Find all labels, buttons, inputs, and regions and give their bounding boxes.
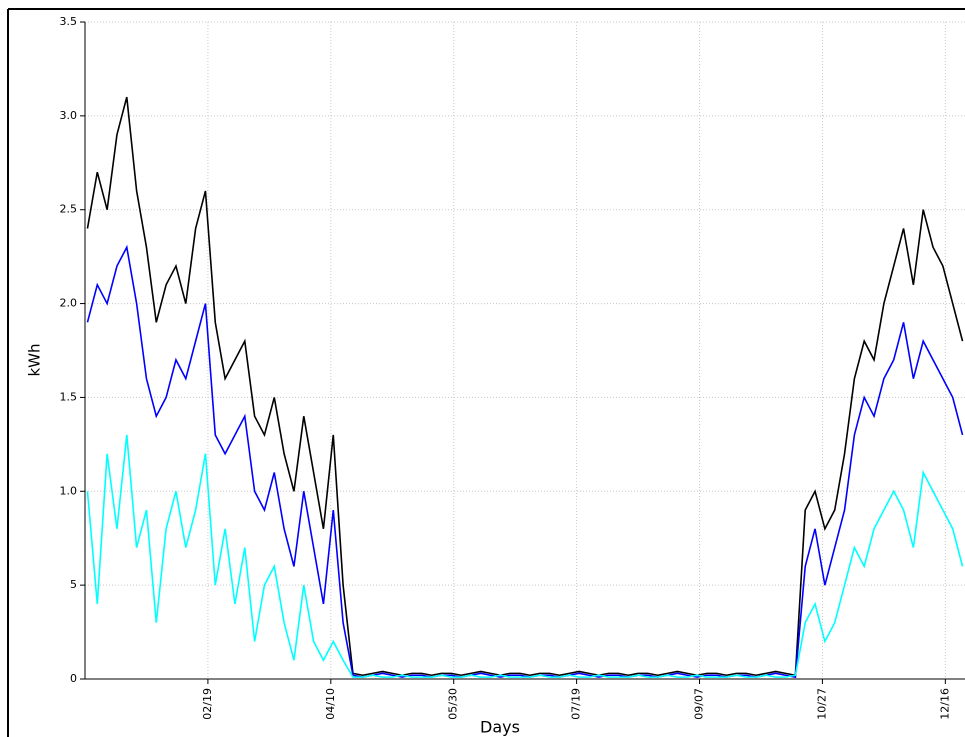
x-tick-label: 10/27 [815, 688, 828, 720]
y-tick-label: 3.5 [60, 15, 78, 28]
x-tick-label: 02/19 [201, 688, 214, 720]
y-tick-label: 0 [70, 672, 77, 685]
y-tick-label: 1.5 [60, 390, 78, 403]
x-tick-label: 09/07 [693, 688, 706, 720]
y-tick-label: 5 [70, 578, 77, 591]
series-line [86, 244, 964, 679]
y-axis-label: kWh [26, 343, 44, 376]
series-line [86, 434, 964, 678]
x-tick-label: 12/16 [938, 688, 951, 720]
x-tick-label: 07/19 [570, 688, 583, 720]
x-tick-label: 04/10 [324, 688, 337, 720]
x-tick-label: 05/30 [447, 688, 460, 720]
y-tick-label: 3.0 [60, 109, 78, 122]
x-axis-label: Days [480, 718, 520, 737]
y-tick-label: 2.5 [60, 203, 78, 216]
y-tick-label: 1.0 [60, 484, 78, 497]
y-tick-label: 2.0 [60, 297, 78, 310]
series-line [86, 96, 964, 677]
